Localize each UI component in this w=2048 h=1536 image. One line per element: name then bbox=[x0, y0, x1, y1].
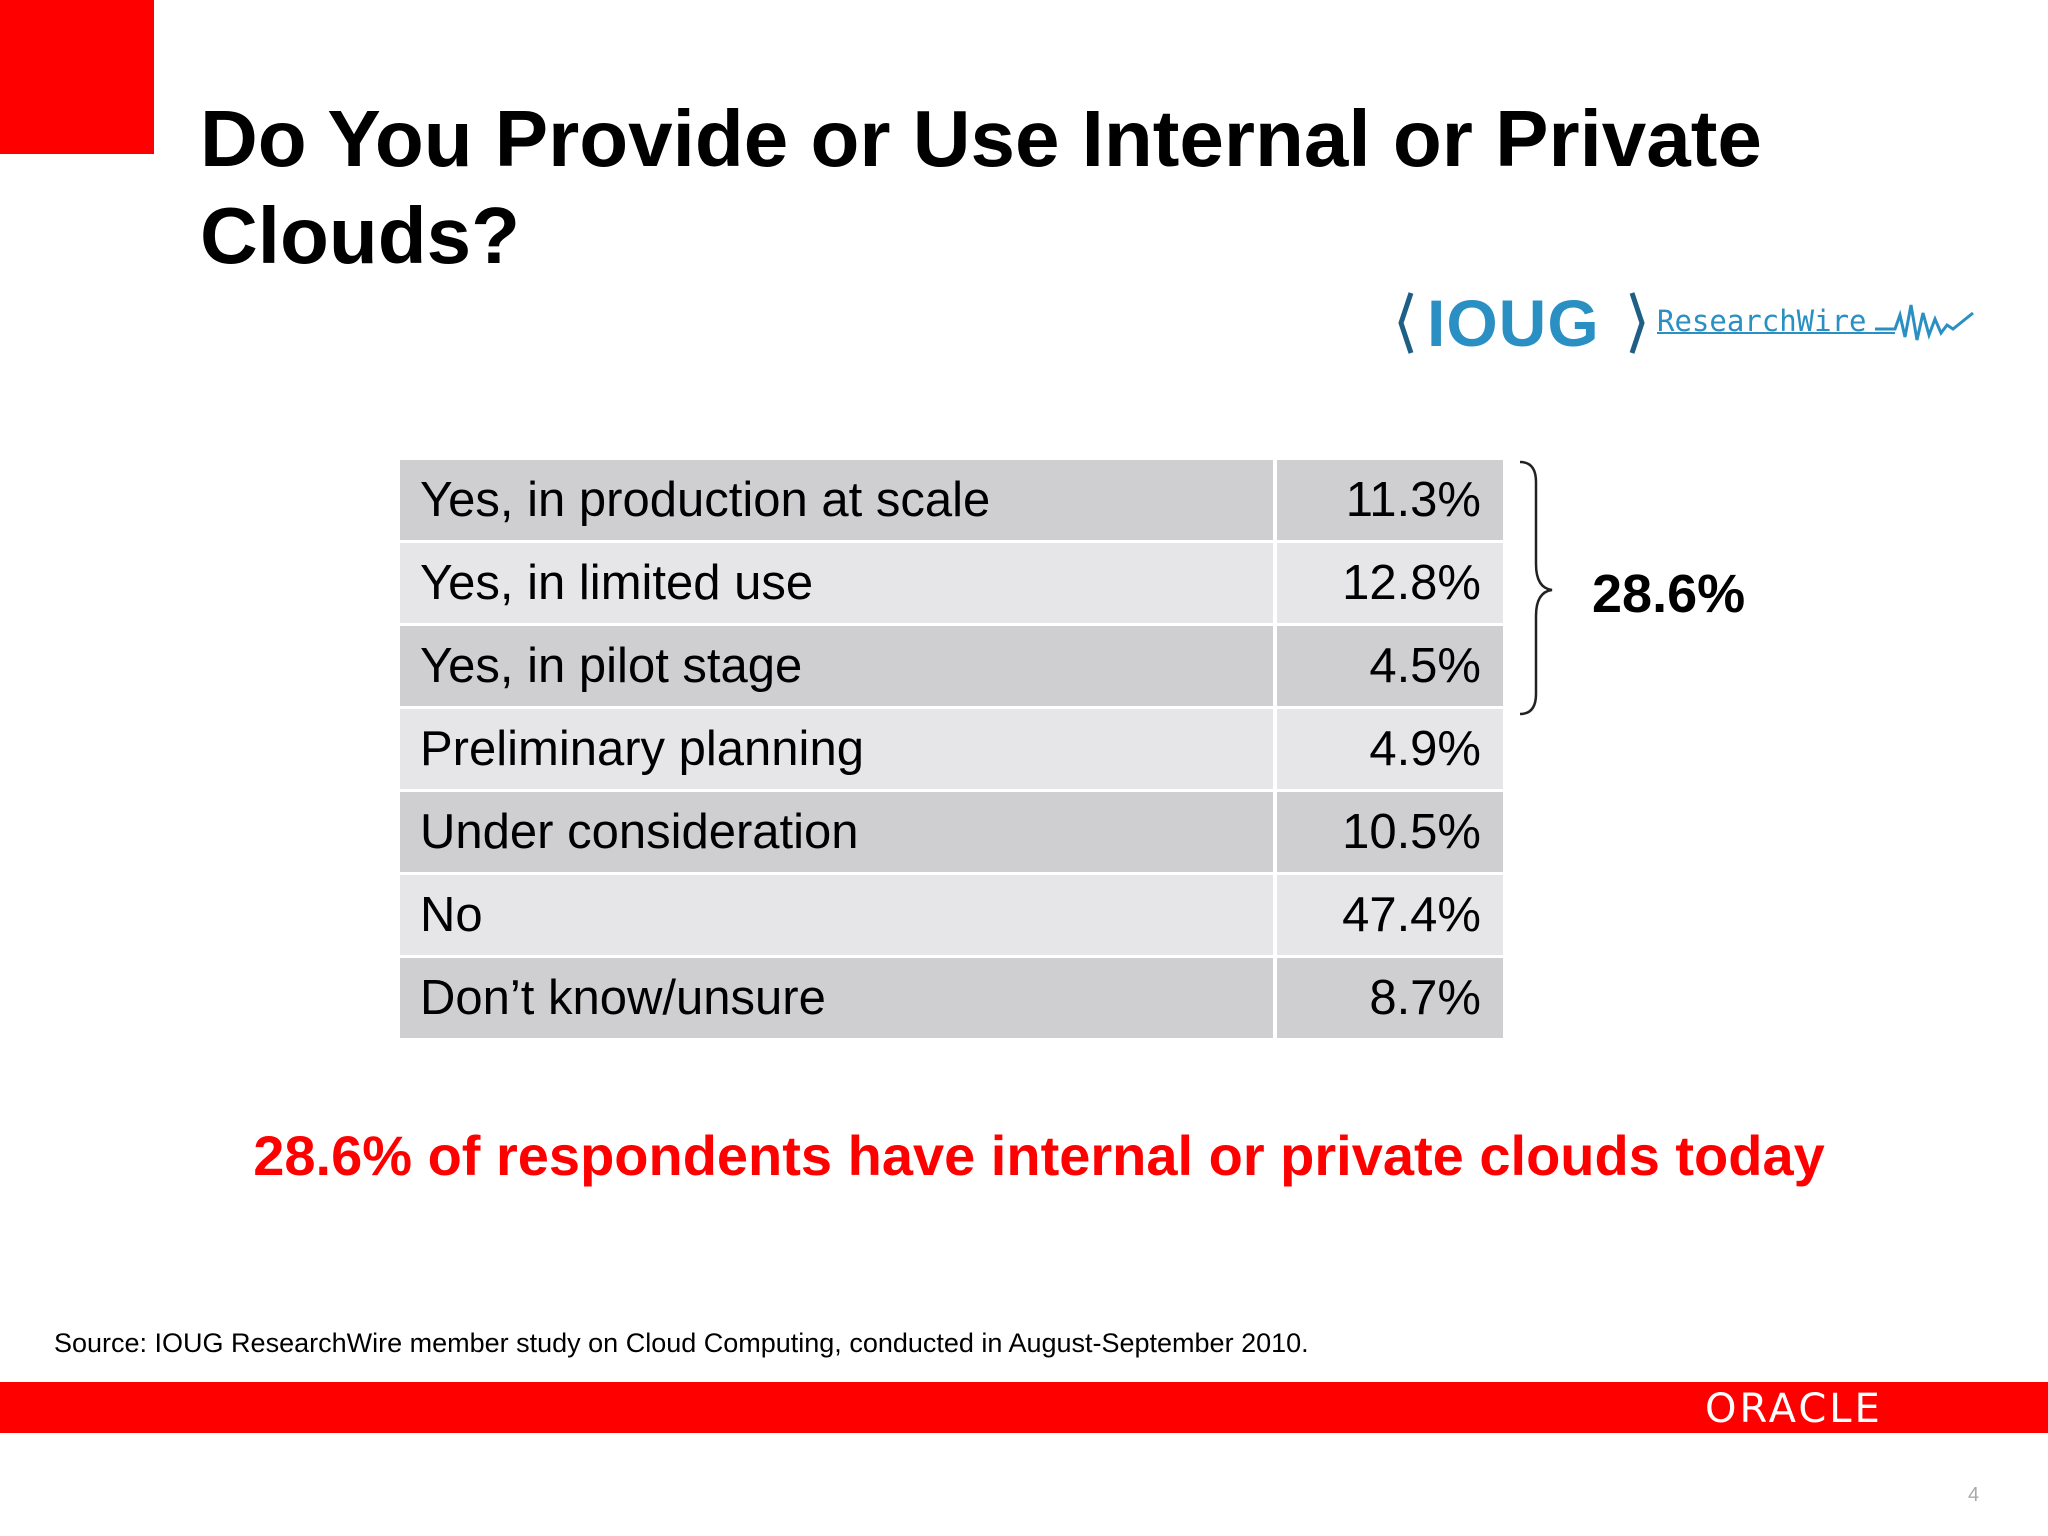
table-row: No 47.4% bbox=[400, 875, 1503, 958]
row-label: Yes, in production at scale bbox=[400, 460, 1273, 540]
row-value: 10.5% bbox=[1277, 792, 1503, 872]
red-corner-block bbox=[0, 0, 154, 154]
row-label: Don’t know/unsure bbox=[400, 958, 1273, 1038]
row-value: 12.8% bbox=[1277, 543, 1503, 623]
waveform-icon bbox=[1875, 304, 1974, 341]
table-row: Preliminary planning 4.9% bbox=[400, 709, 1503, 792]
row-value: 47.4% bbox=[1277, 875, 1503, 955]
key-finding: 28.6% of respondents have internal or pr… bbox=[253, 1124, 1825, 1187]
source-note: Source: IOUG ResearchWire member study o… bbox=[54, 1328, 1309, 1358]
table-row: Don’t know/unsure 8.7% bbox=[400, 958, 1503, 1041]
row-value: 11.3% bbox=[1277, 460, 1503, 540]
logo-ioug-text: IOUG bbox=[1427, 286, 1600, 360]
slide-title: Do You Provide or Use Internal or Privat… bbox=[200, 94, 1762, 280]
table-row: Yes, in limited use 12.8% bbox=[400, 543, 1503, 626]
ioug-researchwire-logo: IOUG ResearchWire bbox=[1395, 285, 1985, 365]
table-row: Under consideration 10.5% bbox=[400, 792, 1503, 875]
row-label: Under consideration bbox=[400, 792, 1273, 872]
oracle-logo: ORACLE bbox=[1705, 1386, 1883, 1432]
row-label: Preliminary planning bbox=[400, 709, 1273, 789]
row-label: Yes, in limited use bbox=[400, 543, 1273, 623]
row-label: Yes, in pilot stage bbox=[400, 626, 1273, 706]
bracket-total: 28.6% bbox=[1592, 564, 1746, 624]
row-value: 8.7% bbox=[1277, 958, 1503, 1038]
page-number: 4 bbox=[1968, 1484, 1980, 1506]
table-row: Yes, in pilot stage 4.5% bbox=[400, 626, 1503, 709]
row-value: 4.9% bbox=[1277, 709, 1503, 789]
footer-bar bbox=[0, 1382, 2048, 1433]
row-label: No bbox=[400, 875, 1273, 955]
row-value: 4.5% bbox=[1277, 626, 1503, 706]
right-brace-icon bbox=[1519, 460, 1553, 716]
logo-researchwire-text: ResearchWire bbox=[1657, 304, 1867, 338]
logo-brackets-icon bbox=[1398, 292, 1974, 354]
table-row: Yes, in production at scale 11.3% bbox=[400, 460, 1503, 543]
survey-table: Yes, in production at scale 11.3% Yes, i… bbox=[400, 460, 1503, 1041]
